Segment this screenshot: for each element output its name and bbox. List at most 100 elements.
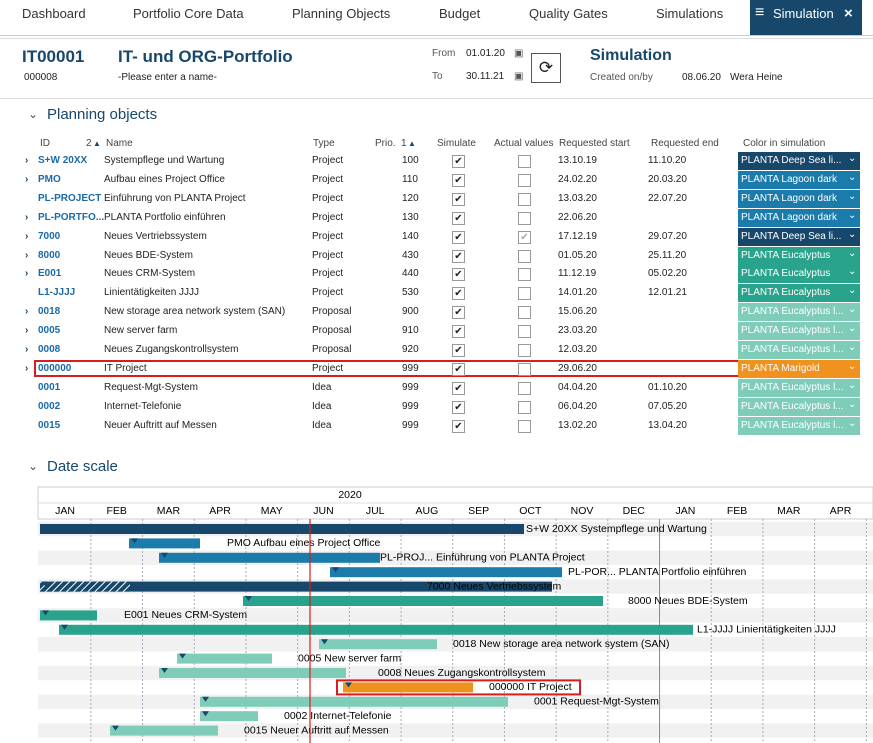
row-prio: 440 [402, 267, 419, 281]
requested-start: 15.06.20 [558, 305, 597, 319]
object-number: 000008 [24, 71, 57, 85]
nav-tab-label: Simulation [773, 7, 834, 21]
nav-tab[interactable]: Quality Gates [529, 7, 608, 21]
checkbox[interactable]: ✔ [452, 287, 465, 300]
expand-arrow: › [25, 362, 28, 376]
row-id[interactable]: 0005 [38, 324, 60, 338]
checkbox[interactable]: ✔ [452, 155, 465, 168]
row-id[interactable]: 0018 [38, 305, 60, 319]
checkbox[interactable]: ✔ [452, 344, 465, 357]
expand-arrow: › [25, 343, 28, 357]
row-id[interactable]: E001 [38, 267, 61, 281]
checkbox[interactable]: ✔ [452, 420, 465, 433]
refresh-button[interactable]: ⟳ [531, 53, 561, 83]
requested-start: 13.03.20 [558, 192, 597, 206]
row-id[interactable]: 0015 [38, 419, 60, 433]
row-id[interactable]: 8000 [38, 249, 60, 263]
expand-arrow: › [25, 230, 28, 244]
checkbox[interactable] [518, 250, 531, 263]
row-type: Project [312, 267, 343, 281]
checkbox[interactable] [518, 363, 531, 376]
requested-end: 12.01.21 [648, 286, 687, 300]
nav-tab[interactable]: Budget [439, 7, 480, 21]
checkbox[interactable] [518, 401, 531, 414]
checkbox[interactable] [518, 174, 531, 187]
column-header: Simulate [437, 137, 476, 151]
checkbox[interactable] [518, 155, 531, 168]
bar-label: S+W 20XX Systempflege und Wartung [526, 523, 707, 535]
checkbox[interactable]: ✔ [452, 382, 465, 395]
bar-label: PL-POR... PLANTA Portfolio einführen [568, 566, 747, 578]
row-name: Neues BDE-System [104, 249, 193, 263]
row-id[interactable]: PL-PROJECT [38, 192, 101, 206]
row-type: Idea [312, 419, 331, 433]
nav-tab-active[interactable]: ≡Simulation× [750, 0, 862, 35]
object-title: IT- und ORG-Portfolio [118, 48, 293, 66]
color-name: PLANTA Eucalyptus l... [741, 305, 844, 319]
checkbox[interactable] [518, 212, 531, 225]
checkbox[interactable] [518, 325, 531, 338]
checkbox[interactable]: ✔ [452, 231, 465, 244]
row-prio: 999 [402, 419, 419, 433]
checkbox[interactable]: ✔ [452, 325, 465, 338]
color-name: PLANTA Lagoon dark [741, 211, 837, 225]
nav-bar [0, 0, 873, 36]
row-id[interactable]: 0008 [38, 343, 60, 357]
nav-tab[interactable]: Portfolio Core Data [133, 7, 244, 21]
checkbox[interactable] [518, 287, 531, 300]
nav-tab[interactable]: Simulations [656, 7, 723, 21]
nav-tab[interactable]: Dashboard [22, 7, 86, 21]
checkbox[interactable]: ✔ [518, 231, 531, 244]
row-name: Linientätigkeiten JJJJ [104, 286, 199, 300]
color-cell: PLANTA Eucalyptus l...⌄ [738, 379, 860, 398]
dropdown-arrow: ⌄ [848, 417, 856, 431]
gantt-bar [243, 596, 603, 606]
row-name: Systempflege und Wartung [104, 154, 224, 168]
created-label: Created on/by [590, 71, 653, 85]
row-id[interactable]: S+W 20XX [38, 154, 87, 168]
checkbox[interactable]: ✔ [452, 363, 465, 376]
bar-label: 0008 Neues Zugangskontrollsystem [378, 667, 546, 679]
section-title: Planning objects [47, 106, 157, 123]
row-id[interactable]: L1-JJJJ [38, 286, 75, 300]
from-date: 01.01.20 [466, 47, 505, 61]
checkbox[interactable] [518, 306, 531, 319]
row-id[interactable]: 0002 [38, 400, 60, 414]
checkbox[interactable]: ✔ [452, 212, 465, 225]
gantt-bar [200, 697, 508, 707]
color-cell: PLANTA Lagoon dark⌄ [738, 209, 860, 228]
requested-end: 05.02.20 [648, 267, 687, 281]
dropdown-arrow: ⌄ [848, 303, 856, 317]
dropdown-arrow: ⌄ [848, 379, 856, 393]
row-id[interactable]: 000000 [38, 362, 71, 376]
requested-end: 11.10.20 [648, 154, 686, 168]
checkbox[interactable]: ✔ [452, 174, 465, 187]
requested-end: 01.10.20 [648, 381, 687, 395]
to-date: 30.11.21 [466, 70, 504, 84]
color-cell: PLANTA Eucalyptus⌄ [738, 284, 860, 303]
requested-start: 29.06.20 [558, 362, 597, 376]
row-id[interactable]: PL-PORTFO... [38, 211, 104, 225]
checkbox[interactable]: ✔ [452, 250, 465, 263]
nav-tab[interactable]: Planning Objects [292, 7, 390, 21]
color-name: PLANTA Eucalyptus [741, 267, 830, 281]
checkbox[interactable] [518, 193, 531, 206]
row-type: Proposal [312, 305, 351, 319]
checkbox[interactable]: ✔ [452, 193, 465, 206]
row-id[interactable]: PMO [38, 173, 61, 187]
dropdown-arrow: ⌄ [848, 284, 856, 298]
expand-arrow: › [25, 211, 28, 225]
month-label: SEP [468, 505, 489, 517]
checkbox[interactable] [518, 268, 531, 281]
checkbox[interactable] [518, 344, 531, 357]
bar-label: 0001 Request-Mgt-System [534, 696, 659, 708]
checkbox[interactable] [518, 420, 531, 433]
checkbox[interactable]: ✔ [452, 306, 465, 319]
month-label: DEC [623, 505, 646, 517]
row-id[interactable]: 7000 [38, 230, 60, 244]
checkbox[interactable]: ✔ [452, 268, 465, 281]
row-type: Project [312, 154, 343, 168]
row-id[interactable]: 0001 [38, 381, 60, 395]
checkbox[interactable] [518, 382, 531, 395]
checkbox[interactable]: ✔ [452, 401, 465, 414]
